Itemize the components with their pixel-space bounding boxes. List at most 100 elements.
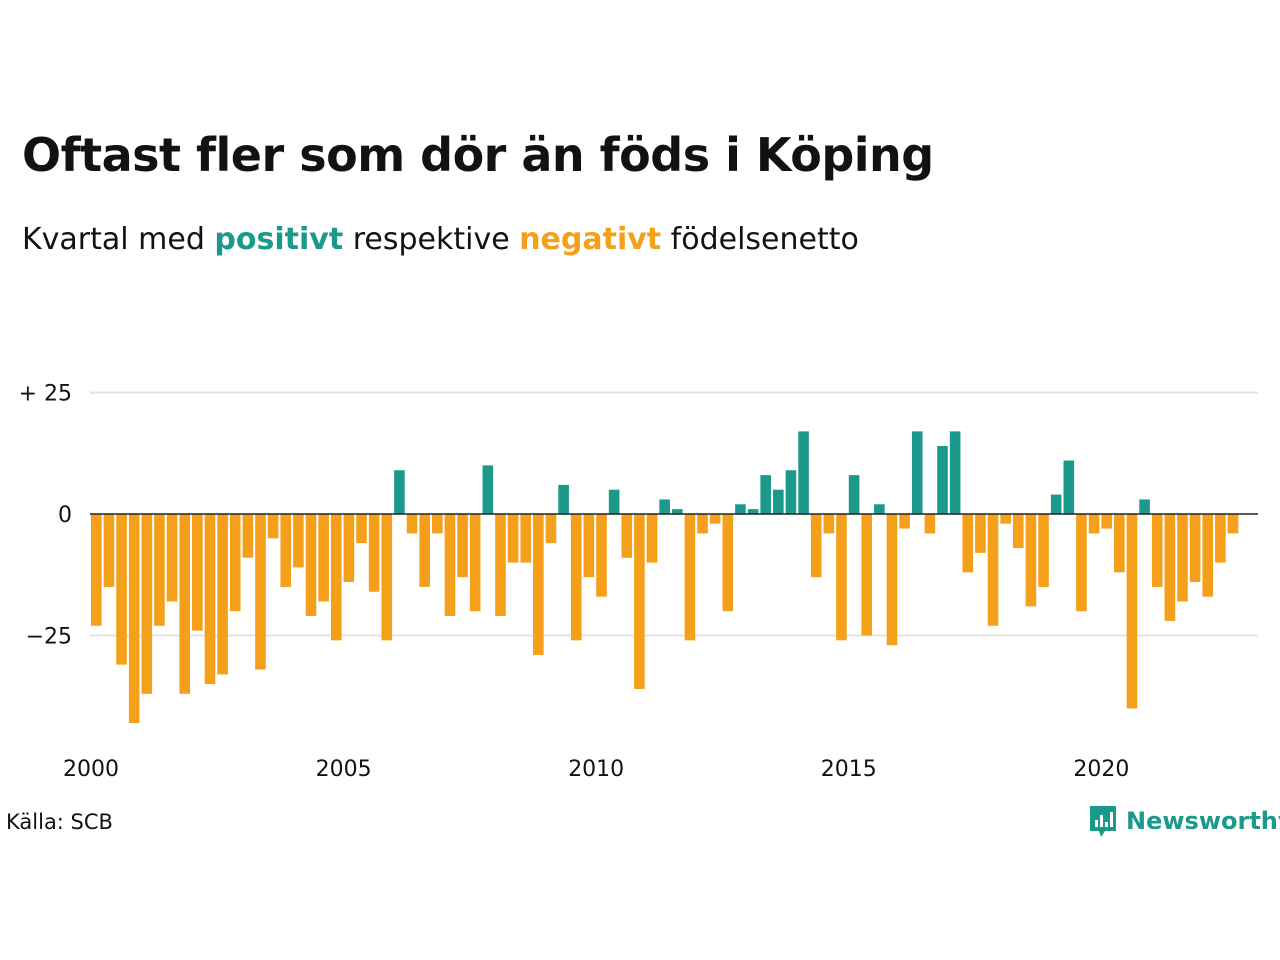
subtitle-prefix: Kvartal med bbox=[22, 222, 215, 257]
bar-positive bbox=[1050, 494, 1062, 514]
bar-negative bbox=[634, 514, 645, 689]
bar-positive bbox=[760, 475, 771, 514]
y-tick-label: + 25 bbox=[19, 382, 72, 407]
bar-negative bbox=[810, 514, 822, 578]
subtitle-negative-label: negativt bbox=[519, 222, 662, 257]
bar-negative bbox=[684, 514, 696, 641]
bar-positive bbox=[874, 504, 885, 514]
bar-negative bbox=[646, 514, 658, 563]
newsworthy-logo-text: Newsworthy bbox=[1126, 807, 1280, 835]
bar-positive bbox=[558, 484, 569, 514]
bar-negative bbox=[305, 514, 317, 617]
bar-negative bbox=[836, 514, 847, 641]
x-tick-label: 2000 bbox=[63, 757, 119, 782]
chart-title: Oftast fler som dör än föds i Köping bbox=[22, 128, 934, 182]
y-tick-label: −25 bbox=[26, 625, 72, 650]
bar-negative bbox=[962, 514, 974, 573]
bar-positive bbox=[747, 509, 759, 514]
bar-negative bbox=[255, 514, 266, 670]
bar-negative bbox=[1126, 514, 1138, 709]
bar-negative bbox=[432, 514, 443, 534]
bar-negative bbox=[1114, 514, 1125, 573]
x-tick-label: 2020 bbox=[1073, 757, 1129, 782]
bar-negative bbox=[204, 514, 216, 685]
bar-negative bbox=[356, 514, 367, 544]
bar-negative bbox=[975, 514, 986, 553]
bar-negative bbox=[861, 514, 873, 636]
bar-positive bbox=[911, 431, 923, 514]
bar-negative bbox=[1189, 514, 1201, 583]
bar-positive bbox=[1063, 460, 1075, 514]
bar-positive bbox=[735, 504, 746, 514]
bar-negative bbox=[192, 514, 203, 631]
newsworthy-logo: Newsworthy bbox=[1088, 803, 1280, 839]
bar-negative bbox=[179, 514, 191, 694]
bar-negative bbox=[1215, 514, 1226, 563]
x-tick-label: 2005 bbox=[316, 757, 372, 782]
bar-negative bbox=[419, 514, 430, 587]
bar-positive bbox=[1139, 499, 1150, 514]
bar-negative bbox=[495, 514, 506, 617]
bar-positive bbox=[937, 445, 948, 514]
bar-negative bbox=[242, 514, 254, 558]
bar-negative bbox=[507, 514, 519, 563]
bar-positive bbox=[798, 431, 809, 514]
bar-negative bbox=[1076, 514, 1087, 612]
bar-negative bbox=[987, 514, 999, 626]
bar-negative bbox=[1164, 514, 1176, 621]
bar-positive bbox=[848, 475, 860, 514]
bar-negative bbox=[899, 514, 910, 529]
bar-positive bbox=[949, 431, 961, 514]
bar-positive bbox=[773, 489, 784, 514]
bar-negative bbox=[1151, 514, 1163, 587]
bar-negative bbox=[154, 514, 165, 626]
bar-negative bbox=[457, 514, 468, 578]
bar-negative bbox=[406, 514, 418, 534]
bar-negative bbox=[330, 514, 342, 641]
bar-negative bbox=[141, 514, 153, 694]
bar-negative bbox=[318, 514, 329, 602]
bar-negative bbox=[368, 514, 380, 592]
bar-chart: + 25 0 −25 2000 2005 2010 2015 2020 bbox=[19, 382, 1258, 782]
bar-negative bbox=[1177, 514, 1188, 602]
bar-positive bbox=[608, 489, 620, 514]
bar-negative bbox=[103, 514, 115, 587]
bar-negative bbox=[545, 514, 557, 544]
bar-negative bbox=[1227, 514, 1239, 534]
bar-negative bbox=[596, 514, 607, 597]
x-tick-label: 2010 bbox=[568, 757, 624, 782]
chart-subtitle: Kvartal med positivt respektive negativt… bbox=[22, 222, 859, 257]
bar-positive bbox=[659, 499, 670, 514]
bar-negative bbox=[293, 514, 304, 568]
subtitle-suffix: födelsenetto bbox=[661, 222, 859, 257]
bar-negative bbox=[924, 514, 936, 534]
bar-negative bbox=[280, 514, 292, 587]
bar-positive bbox=[394, 470, 405, 514]
subtitle-middle: respektive bbox=[343, 222, 520, 257]
bar-negative bbox=[343, 514, 355, 583]
bar-negative bbox=[1202, 514, 1214, 597]
bar-negative bbox=[886, 514, 898, 646]
bar-negative bbox=[217, 514, 228, 675]
bar-positive bbox=[482, 465, 494, 514]
bar-negative bbox=[166, 514, 178, 602]
bar-negative bbox=[229, 514, 241, 612]
bar-negative bbox=[128, 514, 140, 723]
y-tick-label: 0 bbox=[58, 503, 72, 528]
x-tick-label: 2015 bbox=[821, 757, 877, 782]
bar-negative bbox=[722, 514, 734, 612]
bar-negative bbox=[621, 514, 633, 558]
bar-negative bbox=[520, 514, 532, 563]
bar-negative bbox=[1025, 514, 1037, 607]
bar-negative bbox=[570, 514, 582, 641]
bar-negative bbox=[1000, 514, 1011, 524]
bar-positive bbox=[671, 509, 683, 514]
bar-negative bbox=[381, 514, 393, 641]
bar-negative bbox=[1101, 514, 1112, 529]
bar-negative bbox=[91, 514, 102, 626]
bar-negative bbox=[583, 514, 595, 578]
bar-negative bbox=[267, 514, 279, 539]
subtitle-positive-label: positivt bbox=[214, 222, 344, 257]
newsworthy-logo-icon bbox=[1090, 806, 1116, 837]
bar-negative bbox=[1012, 514, 1024, 549]
